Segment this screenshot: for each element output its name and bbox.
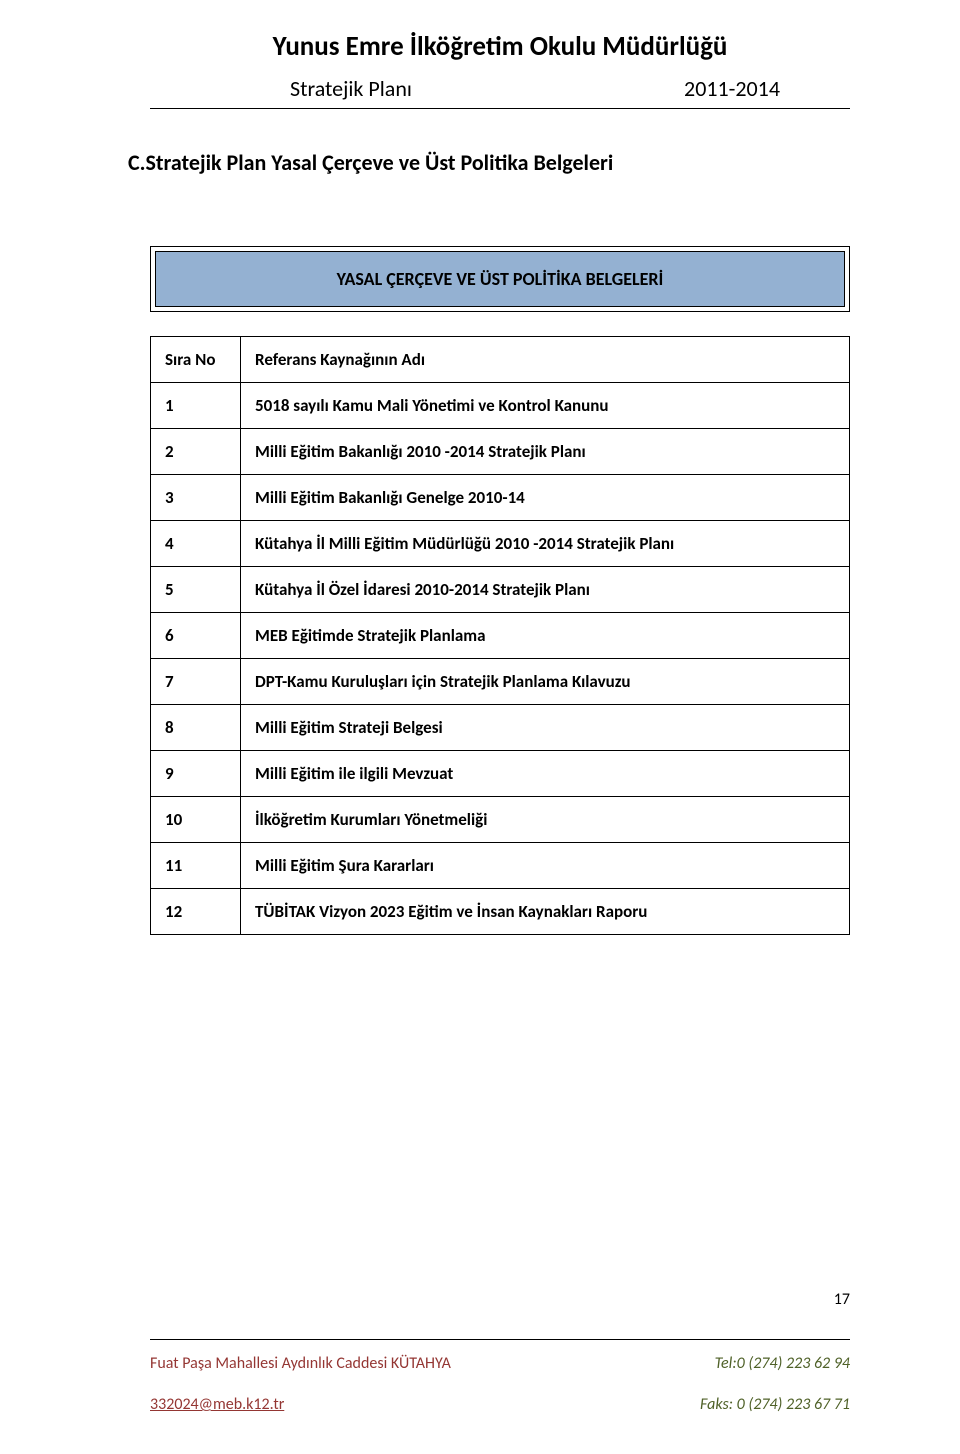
table-header-row: Sıra No Referans Kaynağının Adı [151,337,850,383]
cell-no: 11 [151,843,241,889]
cell-no: 12 [151,889,241,935]
footer: 17 Fuat Paşa Mahallesi Aydınlık Caddesi … [150,1290,850,1414]
table-row: 3Milli Eğitim Bakanlığı Genelge 2010-14 [151,475,850,521]
footer-email: 332024@meb.k12.tr [150,1395,284,1414]
table-row: 5Kütahya İl Özel İdaresi 2010-2014 Strat… [151,567,850,613]
table-row: 9Milli Eğitim ile ilgili Mevzuat [151,751,850,797]
cell-ref: Milli Eğitim Şura Kararları [241,843,850,889]
cell-ref: MEB Eğitimde Stratejik Planlama [241,613,850,659]
table-title-band: YASAL ÇERÇEVE VE ÜST POLİTİKA BELGELERİ [155,251,845,307]
cell-no: 5 [151,567,241,613]
cell-ref: Milli Eğitim Bakanlığı 2010 -2014 Strate… [241,429,850,475]
table-row: 11Milli Eğitim Şura Kararları [151,843,850,889]
footer-row-1: Fuat Paşa Mahallesi Aydınlık Caddesi KÜT… [150,1354,850,1373]
cell-no: 9 [151,751,241,797]
table-row: 2Milli Eğitim Bakanlığı 2010 -2014 Strat… [151,429,850,475]
cell-ref: Kütahya İl Milli Eğitim Müdürlüğü 2010 -… [241,521,850,567]
header-ref: Referans Kaynağının Adı [241,337,850,383]
cell-ref: Milli Eğitim Strateji Belgesi [241,705,850,751]
subtitle-right: 2011-2014 [684,75,780,102]
cell-no: 2 [151,429,241,475]
cell-no: 10 [151,797,241,843]
footer-address: Fuat Paşa Mahallesi Aydınlık Caddesi KÜT… [150,1354,451,1373]
page: Yunus Emre İlköğretim Okulu Müdürlüğü St… [0,0,960,1454]
subtitle-row: Stratejik Planı 2011-2014 [150,75,850,102]
header-no: Sıra No [151,337,241,383]
table-row: 7DPT-Kamu Kuruluşları için Stratejik Pla… [151,659,850,705]
section-heading: C.Stratejik Plan Yasal Çerçeve ve Üst Po… [128,149,850,176]
cell-ref: Kütahya İl Özel İdaresi 2010-2014 Strate… [241,567,850,613]
cell-no: 7 [151,659,241,705]
table-row: 4Kütahya İl Milli Eğitim Müdürlüğü 2010 … [151,521,850,567]
cell-ref: İlköğretim Kurumları Yönetmeliği [241,797,850,843]
cell-no: 4 [151,521,241,567]
band-outer-box: YASAL ÇERÇEVE VE ÜST POLİTİKA BELGELERİ [150,246,850,312]
document-title: Yunus Emre İlköğretim Okulu Müdürlüğü [150,30,850,63]
table-row: 8Milli Eğitim Strateji Belgesi [151,705,850,751]
footer-row-2: 332024@meb.k12.tr Faks: 0 (274) 223 67 7… [150,1395,850,1414]
cell-ref: TÜBİTAK Vizyon 2023 Eğitim ve İnsan Kayn… [241,889,850,935]
table-row: 12TÜBİTAK Vizyon 2023 Eğitim ve İnsan Ka… [151,889,850,935]
header-divider [150,108,850,109]
footer-tel: Tel:0 (274) 223 62 94 [715,1354,850,1373]
table-row: 10İlköğretim Kurumları Yönetmeliği [151,797,850,843]
cell-no: 6 [151,613,241,659]
cell-ref: Milli Eğitim ile ilgili Mevzuat [241,751,850,797]
cell-no: 8 [151,705,241,751]
cell-ref: Milli Eğitim Bakanlığı Genelge 2010-14 [241,475,850,521]
subtitle-left: Stratejik Planı [290,75,412,102]
cell-ref: DPT-Kamu Kuruluşları için Stratejik Plan… [241,659,850,705]
cell-no: 1 [151,383,241,429]
table-row: 6MEB Eğitimde Stratejik Planlama [151,613,850,659]
footer-rows: Fuat Paşa Mahallesi Aydınlık Caddesi KÜT… [150,1354,850,1414]
header: Yunus Emre İlköğretim Okulu Müdürlüğü St… [150,30,850,102]
table-row: 15018 sayılı Kamu Mali Yönetimi ve Kontr… [151,383,850,429]
footer-divider [150,1339,850,1340]
cell-ref: 5018 sayılı Kamu Mali Yönetimi ve Kontro… [241,383,850,429]
cell-no: 3 [151,475,241,521]
references-table: Sıra No Referans Kaynağının Adı 15018 sa… [150,336,850,935]
page-number: 17 [150,1290,850,1309]
footer-fax: Faks: 0 (274) 223 67 71 [700,1395,850,1414]
